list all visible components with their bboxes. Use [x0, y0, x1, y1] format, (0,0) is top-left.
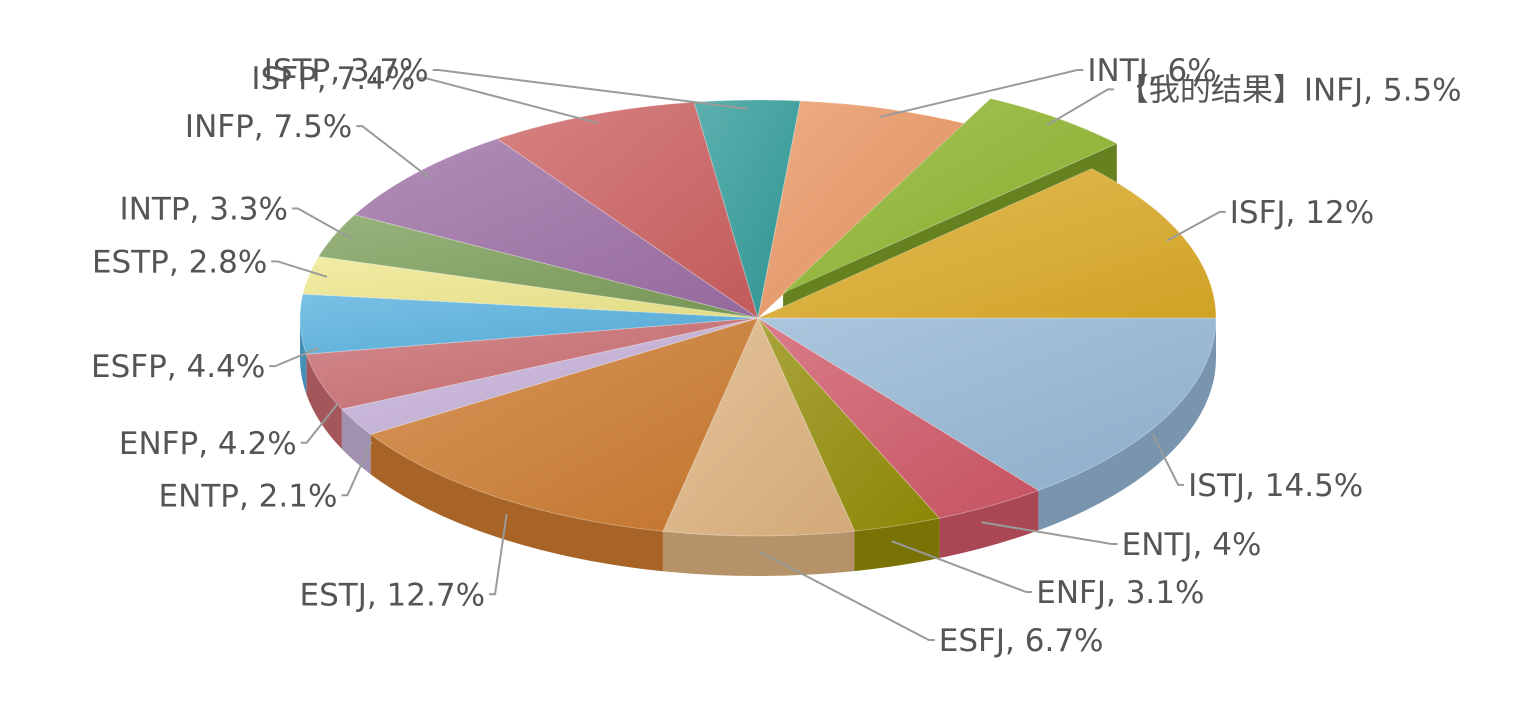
leader-line-estp: [271, 260, 328, 278]
label-isfp: ISFP, 7.4%: [251, 61, 415, 97]
slice-tops: [299, 97, 1217, 537]
label-istj: ISTJ, 14.5%: [1188, 468, 1363, 504]
label-istp: ISTP, 3.7%: [264, 53, 429, 89]
slice-side-estj: [370, 434, 663, 572]
slice-intp[interactable]: [317, 214, 759, 319]
leader-line-isfj: [1166, 210, 1226, 242]
slice-isfp[interactable]: [496, 101, 759, 320]
leader-line-intj: [879, 69, 1084, 118]
label-infp: INFP, 7.5%: [185, 109, 352, 145]
slice-labels: INTJ, 6%【我的结果】INFJ, 5.5% ISFJ, 12% ISTJ, 1…: [91, 53, 1462, 659]
slice-istj[interactable]: [756, 317, 1217, 491]
leader-lines: [269, 69, 1226, 641]
leader-line-entp: [341, 441, 373, 497]
label-enfp: ENFP, 4.2%: [119, 426, 297, 462]
label-intp: INTP, 3.3%: [120, 192, 288, 228]
leader-line-infj: [1046, 88, 1114, 127]
slice-infp[interactable]: [353, 138, 759, 319]
label-esfp: ESFP, 4.4%: [91, 349, 265, 385]
slice-estp[interactable]: [302, 255, 759, 319]
leader-line-infp: [356, 125, 431, 180]
slice-estj[interactable]: [369, 317, 759, 532]
slice-entp[interactable]: [340, 317, 759, 435]
leader-line-esfp: [269, 347, 319, 368]
slice-intj[interactable]: [757, 100, 967, 320]
leader-line-enfp: [300, 402, 339, 444]
leader-line-entj: [981, 521, 1118, 545]
slice-side-enfp: [306, 354, 342, 450]
leader-line-isfp: [419, 77, 599, 125]
label-entj: ENTJ, 4%: [1122, 527, 1262, 563]
slice-side-istj: [1038, 318, 1216, 531]
slice-esfj[interactable]: [662, 316, 856, 537]
slice-side-enfj: [854, 518, 940, 572]
leader-line-intp: [291, 207, 352, 240]
slice-enfj[interactable]: [757, 317, 941, 532]
label-intj: INTJ, 6%: [1087, 53, 1216, 89]
slice-side-esfj: [662, 531, 855, 576]
leader-line-istp: [432, 69, 748, 110]
label-enfj: ENFJ, 3.1%: [1036, 575, 1204, 611]
leader-line-enfj: [891, 540, 1033, 593]
label-estp: ESTP, 2.8%: [92, 244, 267, 280]
leader-line-estj: [489, 513, 508, 596]
leader-line-istj: [1151, 433, 1185, 486]
slice-enfp[interactable]: [305, 317, 759, 410]
label-isfj: ISFJ, 12%: [1230, 195, 1374, 231]
slice-entj[interactable]: [757, 317, 1040, 519]
label-entp: ENTP, 2.1%: [159, 478, 338, 514]
label-infj: 【我的结果】INFJ, 5.5%: [1118, 72, 1462, 108]
slice-side-esfp: [300, 318, 307, 395]
leader-line-esfj: [758, 550, 935, 641]
slice-isfj[interactable]: [757, 168, 1217, 319]
label-estj: ESTJ, 12.7%: [300, 577, 486, 613]
label-esfj: ESFJ, 6.7%: [939, 623, 1104, 659]
